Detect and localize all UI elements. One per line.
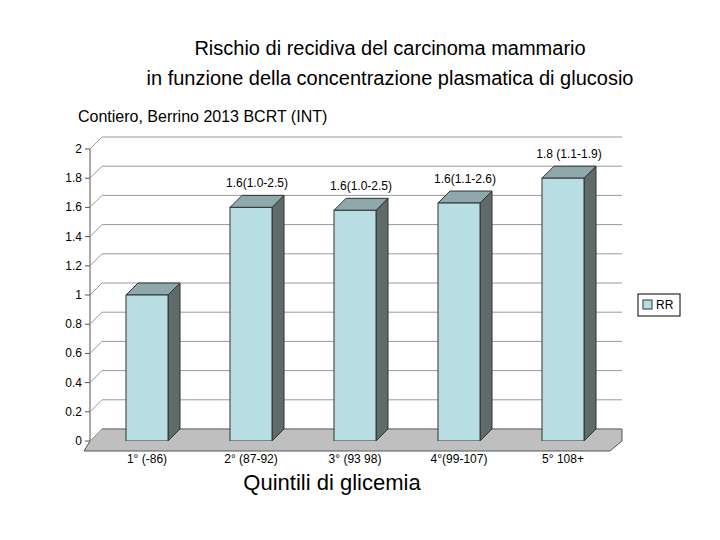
y-tick xyxy=(85,411,90,412)
x-tick-label: 1° (-86) xyxy=(127,452,167,466)
y-tick xyxy=(85,236,90,237)
legend-label: RR xyxy=(656,298,674,312)
x-tick-label: 3° (93 98) xyxy=(329,452,382,466)
bar-front xyxy=(126,295,168,441)
legend-swatch xyxy=(643,300,652,309)
bar-side xyxy=(480,191,492,441)
data-label: 1.6(1.0-2.5) xyxy=(226,176,288,190)
x-axis-label: Quintili di glicemia xyxy=(243,470,421,495)
bar-top xyxy=(542,166,596,178)
y-tick xyxy=(85,324,90,325)
bar-top xyxy=(126,283,180,295)
bar-side xyxy=(376,198,388,441)
grid-line-depth xyxy=(90,225,102,237)
bar-side xyxy=(168,283,180,441)
bar xyxy=(126,283,180,441)
y-tick xyxy=(85,295,90,296)
grid-line-depth xyxy=(90,137,102,149)
y-tick xyxy=(85,149,90,150)
bar-top xyxy=(230,195,284,207)
grid-line-depth xyxy=(90,283,102,295)
x-tick-label: 4°(99-107) xyxy=(431,452,488,466)
title: Rischio di recidiva del carcinoma mammar… xyxy=(194,37,585,59)
y-tick-label: 1.8 xyxy=(65,171,82,185)
legend-box xyxy=(638,294,680,316)
y-tick-label: 0.2 xyxy=(65,405,82,419)
grid-line-depth xyxy=(90,312,102,324)
bar-front xyxy=(438,203,480,441)
grid-line-depth xyxy=(90,254,102,266)
y-tick xyxy=(85,353,90,354)
data-label: 1.6(1.1-2.6) xyxy=(434,172,496,186)
y-tick xyxy=(85,441,90,442)
data-label: 1.8 (1.1-1.9) xyxy=(536,147,601,161)
y-tick-label: 1 xyxy=(75,288,82,302)
bar-side xyxy=(272,195,284,441)
grid-line-depth xyxy=(90,400,102,412)
bar-top xyxy=(438,191,492,203)
y-tick xyxy=(85,265,90,266)
bar xyxy=(542,166,596,441)
grid-line-depth xyxy=(90,166,102,178)
y-tick-label: 1.6 xyxy=(65,200,82,214)
bar xyxy=(438,191,492,441)
grid-line xyxy=(102,166,622,167)
title: in funzione della concentrazione plasmat… xyxy=(147,67,634,89)
bar-top xyxy=(334,198,388,210)
x-tick-label: 2° (87-92) xyxy=(224,452,278,466)
y-tick-label: 2 xyxy=(75,142,82,156)
grid-line-depth xyxy=(90,195,102,207)
data-label: 1.6(1.0-2.5) xyxy=(330,179,392,193)
grid-line-depth xyxy=(90,341,102,353)
subtitle: Contiero, Berrino 2013 BCRT (INT) xyxy=(78,108,327,125)
y-tick-label: 1.2 xyxy=(65,259,82,273)
grid-line-depth xyxy=(90,429,102,441)
bar xyxy=(230,195,284,441)
chart: Rischio di recidiva del carcinoma mammar… xyxy=(0,0,720,540)
bar xyxy=(334,198,388,441)
y-tick-label: 0.8 xyxy=(65,317,82,331)
grid-line xyxy=(102,137,622,138)
bars xyxy=(126,166,596,441)
y-tick-label: 0.4 xyxy=(65,376,82,390)
bar-front xyxy=(230,207,272,441)
y-tick-label: 0 xyxy=(75,434,82,448)
y-tick xyxy=(85,382,90,383)
bar-front xyxy=(334,210,376,441)
y-tick-label: 1.4 xyxy=(65,230,82,244)
bar-front xyxy=(542,178,584,441)
y-tick-label: 0.6 xyxy=(65,346,82,360)
y-tick xyxy=(85,178,90,179)
bar-side xyxy=(584,166,596,441)
grid-line-depth xyxy=(90,371,102,383)
x-tick-label: 5° 108+ xyxy=(542,452,584,466)
y-tick xyxy=(85,207,90,208)
